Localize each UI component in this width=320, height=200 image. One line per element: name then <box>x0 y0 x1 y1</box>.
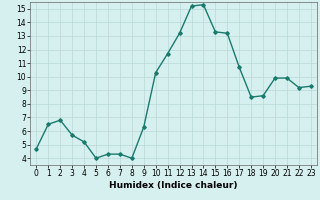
X-axis label: Humidex (Indice chaleur): Humidex (Indice chaleur) <box>109 181 238 190</box>
